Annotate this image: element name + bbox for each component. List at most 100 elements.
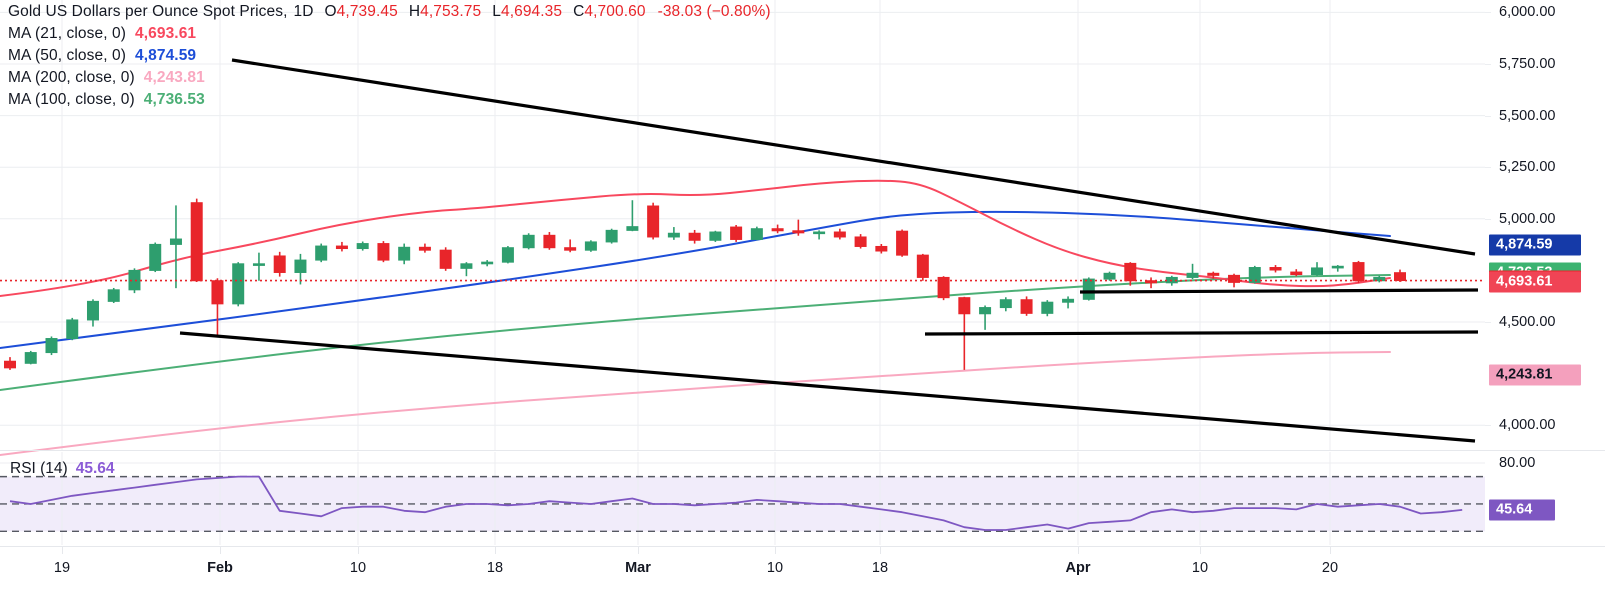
- candle-41[interactable]: [854, 234, 867, 249]
- candle-45[interactable]: [937, 276, 950, 301]
- candle-25[interactable]: [522, 233, 535, 250]
- candle-4[interactable]: [86, 299, 99, 327]
- time-tick-mark-5: [775, 547, 776, 554]
- candle-34[interactable]: [709, 230, 722, 242]
- candle-body: [273, 255, 286, 273]
- time-tick-mark-7: [1078, 547, 1079, 554]
- price-badge-0[interactable]: 4,874.59: [1489, 234, 1581, 256]
- candle-52[interactable]: [1082, 277, 1095, 301]
- price-chart-pane[interactable]: [0, 0, 1485, 456]
- candle-body: [1228, 274, 1241, 283]
- candle-body: [211, 280, 224, 305]
- candle-47[interactable]: [979, 305, 992, 330]
- candle-59[interactable]: [1228, 273, 1241, 288]
- price-axis[interactable]: 6,000.00 5,750.00 5,500.00 5,250.00 5,000.00…: [1485, 0, 1605, 450]
- candle-27[interactable]: [564, 239, 577, 253]
- ma-legend-row-2[interactable]: MA (200, close, 0) 4,243.81: [8, 69, 771, 91]
- candle-64[interactable]: [1331, 265, 1344, 272]
- candle-39[interactable]: [813, 230, 826, 240]
- rsi-badge[interactable]: 45.64: [1489, 499, 1555, 521]
- candle-13[interactable]: [273, 251, 286, 277]
- candle-body: [232, 263, 245, 305]
- time-axis[interactable]: 19 Feb 10 18 Mar 10 18 Apr 10 20: [0, 546, 1605, 595]
- candle-31[interactable]: [647, 202, 660, 240]
- candle-29[interactable]: [605, 228, 618, 244]
- price-tick-mark-4: [1485, 218, 1491, 220]
- candle-10[interactable]: [211, 278, 224, 337]
- candle-14[interactable]: [294, 253, 307, 285]
- candle-33[interactable]: [688, 229, 701, 244]
- candle-38[interactable]: [792, 219, 805, 236]
- trendline-wedge_upper[interactable]: [231, 58, 1476, 256]
- rsi-line: [9, 475, 1463, 531]
- candle-19[interactable]: [398, 243, 411, 265]
- candle-65[interactable]: [1352, 260, 1365, 284]
- ma-legend-row-3[interactable]: MA (100, close, 0) 4,736.53: [8, 91, 771, 113]
- candle-body: [667, 232, 680, 238]
- candle-26[interactable]: [543, 232, 556, 250]
- candle-51[interactable]: [1062, 296, 1075, 309]
- candle-54[interactable]: [1124, 262, 1137, 286]
- rsi-pane[interactable]: RSI (14) 45.64: [0, 452, 1485, 545]
- candle-16[interactable]: [335, 241, 348, 252]
- price-badge-3[interactable]: 4,693.61: [1489, 271, 1581, 293]
- candle-7[interactable]: [149, 242, 162, 273]
- candle-5[interactable]: [107, 287, 120, 304]
- candle-9[interactable]: [190, 198, 203, 282]
- candle-50[interactable]: [1041, 300, 1054, 317]
- candle-43[interactable]: [896, 229, 909, 257]
- candle-22[interactable]: [460, 262, 473, 277]
- ma-legend-row-1[interactable]: MA (50, close, 0) 4,874.59: [8, 47, 771, 69]
- price-badge-4[interactable]: 4,243.81: [1489, 364, 1581, 386]
- candle-3[interactable]: [66, 317, 79, 341]
- rsi-axis[interactable]: 80.00 45.64: [1485, 452, 1605, 545]
- candle-57[interactable]: [1186, 263, 1199, 280]
- time-tick-0: 19: [53, 560, 71, 576]
- candle-6[interactable]: [128, 268, 141, 294]
- trendline-support[interactable]: [924, 330, 1479, 336]
- candle-18[interactable]: [377, 241, 390, 263]
- candle-40[interactable]: [833, 228, 846, 240]
- candle-49[interactable]: [1020, 296, 1033, 316]
- candle-12[interactable]: [252, 252, 265, 281]
- candle-body: [398, 246, 411, 261]
- trendline-wedge_lower[interactable]: [179, 331, 1476, 443]
- candle-58[interactable]: [1207, 271, 1220, 279]
- trendline-resistance[interactable]: [1079, 288, 1479, 294]
- candle-60[interactable]: [1248, 265, 1261, 284]
- candle-62[interactable]: [1290, 269, 1303, 277]
- candle-2[interactable]: [45, 336, 58, 356]
- candle-24[interactable]: [501, 246, 514, 264]
- candle-66[interactable]: [1373, 275, 1386, 283]
- candle-63[interactable]: [1311, 262, 1324, 276]
- candle-body: [1311, 267, 1324, 276]
- candle-15[interactable]: [315, 243, 328, 263]
- candle-0[interactable]: [4, 357, 16, 370]
- candle-28[interactable]: [584, 240, 597, 252]
- candle-48[interactable]: [999, 297, 1012, 312]
- candle-55[interactable]: [1145, 277, 1158, 289]
- legend-title-row[interactable]: Gold US Dollars per Ounce Spot Prices, 1…: [8, 3, 771, 25]
- candle-37[interactable]: [771, 224, 784, 234]
- candle-35[interactable]: [730, 225, 743, 242]
- candle-body: [1186, 272, 1199, 278]
- candle-21[interactable]: [439, 247, 452, 271]
- candle-1[interactable]: [24, 350, 37, 365]
- interval-label[interactable]: 1D: [293, 3, 314, 20]
- ma-legend-row-0[interactable]: MA (21, close, 0) 4,693.61: [8, 25, 771, 47]
- candle-8[interactable]: [169, 205, 182, 289]
- price-tick-4: 5,000.00: [1499, 210, 1556, 227]
- candle-42[interactable]: [875, 243, 888, 254]
- candle-20[interactable]: [418, 243, 431, 253]
- candle-53[interactable]: [1103, 271, 1116, 281]
- candle-30[interactable]: [626, 200, 639, 232]
- candle-23[interactable]: [481, 260, 494, 267]
- candle-36[interactable]: [750, 226, 763, 241]
- rsi-label[interactable]: RSI (14): [10, 460, 68, 477]
- candle-61[interactable]: [1269, 265, 1282, 273]
- candle-32[interactable]: [667, 227, 680, 240]
- candle-11[interactable]: [232, 262, 245, 307]
- candle-17[interactable]: [356, 241, 369, 251]
- candle-44[interactable]: [916, 253, 929, 281]
- candle-body: [169, 238, 182, 245]
